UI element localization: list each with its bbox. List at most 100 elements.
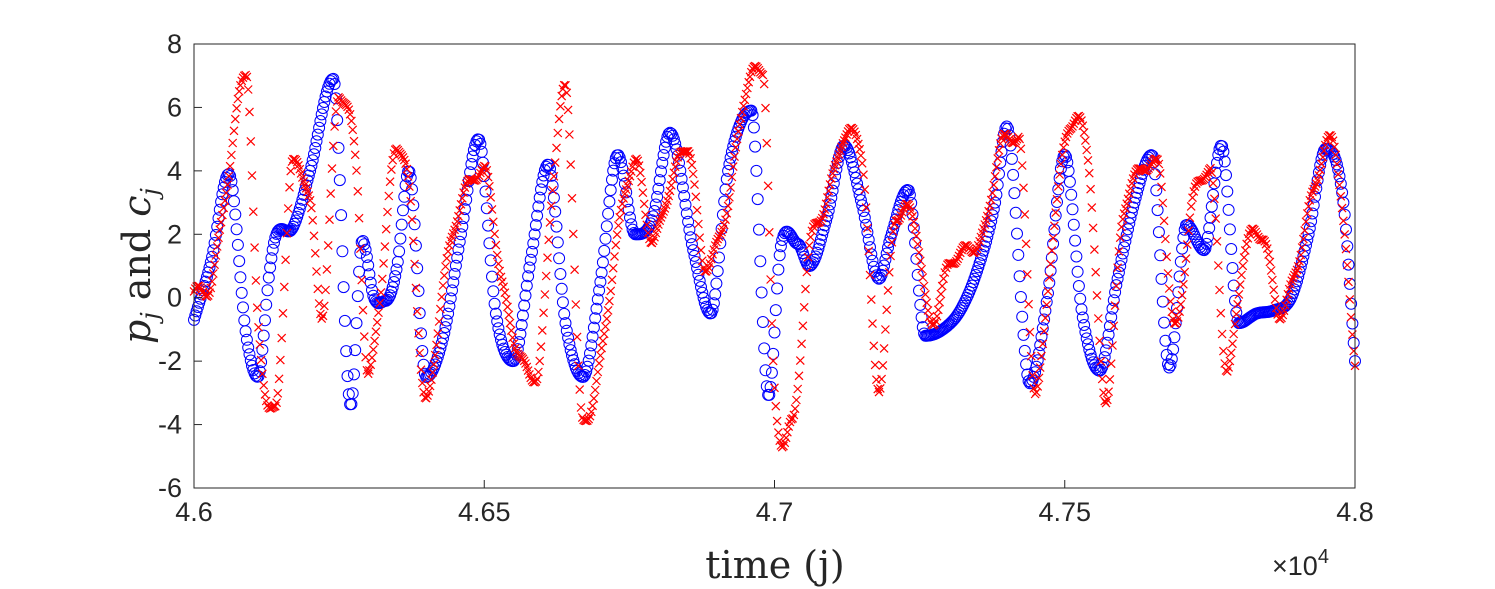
c-marker xyxy=(984,206,994,216)
p-marker xyxy=(408,218,421,231)
c-marker xyxy=(1077,116,1086,126)
c-marker xyxy=(665,186,675,196)
p-marker xyxy=(701,304,714,316)
c-marker xyxy=(385,177,395,187)
c-marker xyxy=(767,319,777,328)
c-marker xyxy=(377,274,387,284)
c-marker xyxy=(848,124,858,134)
c-marker xyxy=(826,174,836,184)
p-marker xyxy=(958,297,971,310)
c-marker xyxy=(888,227,898,237)
c-marker xyxy=(781,433,791,443)
c-marker xyxy=(459,188,469,198)
p-marker xyxy=(558,307,571,320)
c-marker xyxy=(319,301,329,311)
p-marker xyxy=(338,314,351,327)
p-marker xyxy=(1103,320,1116,333)
p-marker xyxy=(1133,177,1146,190)
c-marker xyxy=(1297,243,1307,252)
c-marker xyxy=(659,207,669,216)
p-marker xyxy=(673,156,685,169)
p-marker xyxy=(327,72,340,85)
p-marker xyxy=(1334,177,1347,190)
c-marker xyxy=(1280,301,1290,310)
p-marker xyxy=(772,263,785,276)
p-marker xyxy=(745,104,758,117)
p-marker xyxy=(491,315,504,328)
p-marker xyxy=(385,285,398,298)
c-marker xyxy=(724,192,734,202)
c-marker xyxy=(861,203,871,213)
c-marker xyxy=(1237,270,1246,280)
p-marker xyxy=(598,244,611,257)
c-marker xyxy=(1336,191,1346,201)
c-marker xyxy=(611,240,621,250)
c-marker xyxy=(372,317,382,327)
c-marker xyxy=(1034,373,1044,383)
p-marker xyxy=(913,284,925,297)
p-marker xyxy=(753,223,765,236)
c-marker xyxy=(613,221,623,230)
c-marker xyxy=(688,169,698,179)
c-marker xyxy=(1310,182,1320,191)
c-marker xyxy=(1033,381,1043,391)
c-marker xyxy=(1108,341,1117,350)
p-marker xyxy=(695,281,707,293)
c-marker xyxy=(566,160,576,170)
p-marker xyxy=(455,228,467,241)
c-marker xyxy=(768,356,778,366)
c-marker xyxy=(439,271,449,281)
c-marker xyxy=(322,264,332,274)
p-marker xyxy=(682,215,695,228)
c-marker xyxy=(762,138,772,148)
p-marker xyxy=(1076,311,1089,324)
p-marker xyxy=(382,291,395,304)
p-marker xyxy=(687,244,700,257)
c-marker xyxy=(1122,199,1132,209)
c-marker xyxy=(434,317,444,326)
c-marker xyxy=(1022,269,1032,279)
p-marker xyxy=(1011,227,1023,240)
p-marker xyxy=(1222,203,1235,216)
p-marker xyxy=(1156,295,1169,308)
p-marker xyxy=(1221,185,1234,198)
p-marker xyxy=(239,325,252,338)
p-marker xyxy=(388,276,400,288)
c-marker xyxy=(1097,374,1107,384)
c-marker xyxy=(406,196,416,206)
c-marker xyxy=(370,336,380,346)
p-marker xyxy=(1216,140,1229,153)
c-marker xyxy=(1329,142,1339,152)
c-marker xyxy=(1264,250,1274,259)
c-marker xyxy=(971,246,981,256)
c-marker xyxy=(714,232,724,242)
p-marker xyxy=(409,239,422,252)
c-marker xyxy=(417,378,427,388)
c-marker xyxy=(1186,201,1196,211)
c-marker xyxy=(318,311,328,321)
p-marker xyxy=(1302,228,1315,241)
c-marker xyxy=(1293,261,1303,271)
c-marker xyxy=(1244,229,1254,239)
c-marker xyxy=(1289,270,1299,280)
p-marker xyxy=(755,286,768,299)
c-marker xyxy=(595,351,605,360)
c-marker xyxy=(571,300,581,309)
c-marker xyxy=(782,427,792,437)
c-marker xyxy=(599,329,609,339)
p-marker xyxy=(769,304,782,317)
p-marker xyxy=(706,303,719,316)
p-marker xyxy=(655,165,667,178)
c-marker xyxy=(223,180,232,190)
p-marker xyxy=(1342,258,1355,271)
c-marker xyxy=(286,166,296,176)
c-marker xyxy=(883,285,893,295)
c-marker xyxy=(254,322,263,332)
c-marker xyxy=(402,164,412,174)
p-marker xyxy=(515,319,528,331)
p-marker xyxy=(328,78,341,90)
p-marker xyxy=(1083,343,1096,356)
c-marker xyxy=(816,216,826,226)
c-marker xyxy=(433,329,443,339)
c-marker xyxy=(1016,144,1026,154)
